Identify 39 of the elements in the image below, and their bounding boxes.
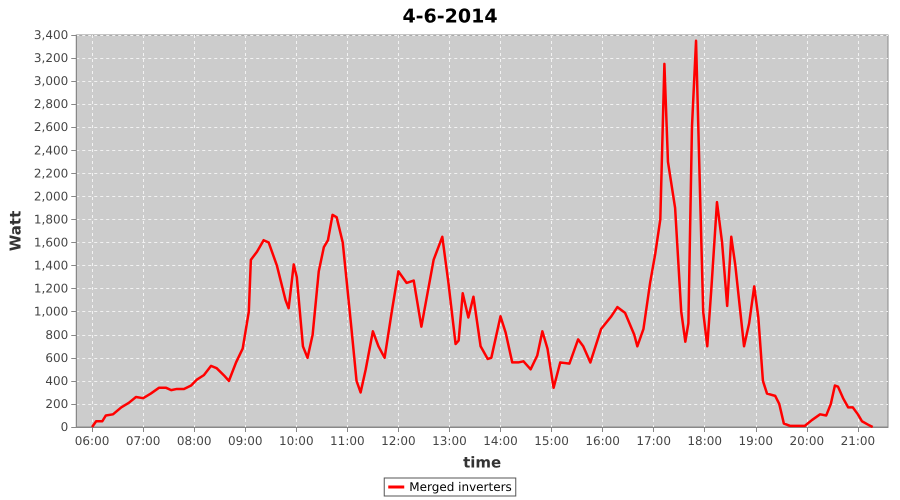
x-tick-label: 16:00	[585, 434, 620, 448]
x-tick-label: 21:00	[840, 434, 876, 448]
x-tick-label: 08:00	[176, 434, 212, 448]
y-tick-label: 600	[45, 350, 68, 365]
x-tick-label: 20:00	[790, 434, 824, 448]
x-tick-label: 14:00	[483, 434, 518, 448]
x-tick-label: 19:00	[738, 434, 774, 448]
x-tick-label: 10:00	[278, 434, 314, 448]
y-tick-label: 2,200	[34, 166, 68, 180]
x-tick-label: 12:00	[381, 434, 416, 448]
x-tick-label: 07:00	[126, 434, 160, 448]
y-tick-label: 800	[45, 328, 68, 342]
x-tick-label: 11:00	[330, 434, 365, 448]
y-tick-label: 3,400	[34, 28, 68, 42]
y-tick-label: 1,800	[34, 212, 68, 226]
y-tick-label: 2,000	[34, 189, 68, 204]
x-tick-label: 09:00	[228, 434, 263, 448]
chart-title: 4-6-2014	[402, 6, 498, 28]
legend-label: Merged inverters	[409, 480, 512, 494]
line-series	[90, 40, 874, 428]
y-tick-label: 1,400	[34, 258, 68, 273]
x-tick-label: 06:00	[74, 434, 110, 448]
y-tick-label: 2,800	[34, 97, 68, 112]
y-tick-label: 1,200	[34, 282, 68, 296]
y-tick-label: 200	[45, 396, 68, 411]
y-tick-label: 1,600	[34, 236, 68, 250]
x-tick-label: 15:00	[534, 434, 569, 448]
y-tick-label: 400	[45, 374, 68, 388]
y-tick-label: 0	[60, 420, 68, 434]
y-tick-label: 3,000	[34, 74, 68, 88]
x-tick-label: 17:00	[636, 434, 671, 448]
y-tick-label: 1,000	[34, 304, 68, 319]
y-tick-label: 2,600	[34, 120, 68, 134]
y-tick-label: 3,200	[34, 51, 68, 66]
x-tick-label: 13:00	[432, 434, 467, 448]
y-tick-label: 2,400	[34, 143, 68, 158]
x-axis-title: time	[463, 454, 502, 472]
y-axis-title: Watt	[6, 210, 24, 252]
x-tick-label: 18:00	[687, 434, 722, 448]
